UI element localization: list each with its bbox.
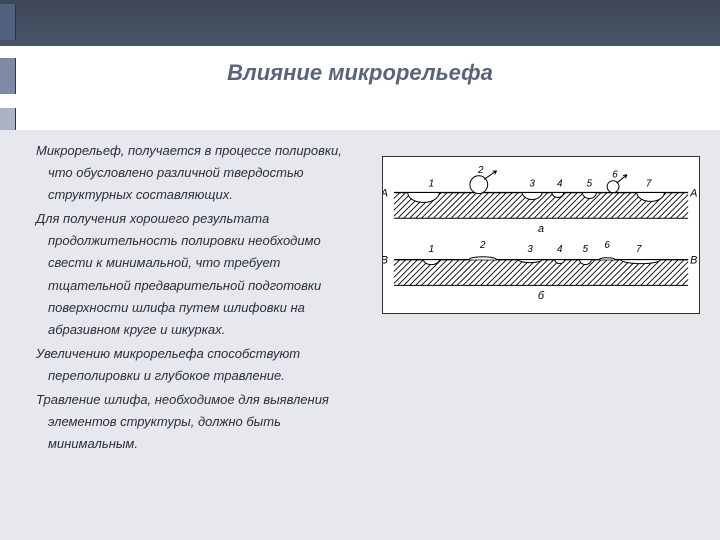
side-tab-1 <box>0 4 16 40</box>
microrelief-diagram: А Аа 1 3 4 5 7 2 6 В Вб 1 3 4 5 7 2 6 <box>382 156 700 314</box>
svg-text:2: 2 <box>477 165 484 176</box>
svg-text:2: 2 <box>479 240 486 251</box>
svg-text:6: 6 <box>612 170 618 181</box>
paragraph-3: Увеличению микрорельефа способствуют пер… <box>20 343 360 387</box>
svg-text:б: б <box>538 290 545 302</box>
svg-text:7: 7 <box>646 179 652 190</box>
svg-text:7: 7 <box>636 244 642 255</box>
svg-text:1: 1 <box>429 179 434 190</box>
svg-text:1: 1 <box>429 244 434 255</box>
svg-text:6: 6 <box>604 240 610 251</box>
slide-title: Влияние микрорельефа <box>0 60 720 86</box>
svg-text:5: 5 <box>583 244 589 255</box>
header-bar <box>0 0 720 46</box>
body-text: Микрорельеф, получается в процессе полир… <box>20 140 360 457</box>
svg-text:А: А <box>383 187 388 199</box>
svg-text:3: 3 <box>527 244 533 255</box>
svg-text:4: 4 <box>557 244 563 255</box>
svg-text:4: 4 <box>557 179 563 190</box>
svg-text:3: 3 <box>529 179 535 190</box>
svg-text:В: В <box>690 255 697 267</box>
paragraph-1: Микрорельеф, получается в процессе полир… <box>20 140 360 206</box>
svg-text:5: 5 <box>587 179 593 190</box>
paragraph-2: Для получения хорошего результата продол… <box>20 208 360 341</box>
svg-text:А: А <box>689 187 697 199</box>
paragraph-4: Травление шлифа, необходимое для выявлен… <box>20 389 360 455</box>
svg-text:а: а <box>538 223 544 235</box>
svg-text:В: В <box>383 255 388 267</box>
